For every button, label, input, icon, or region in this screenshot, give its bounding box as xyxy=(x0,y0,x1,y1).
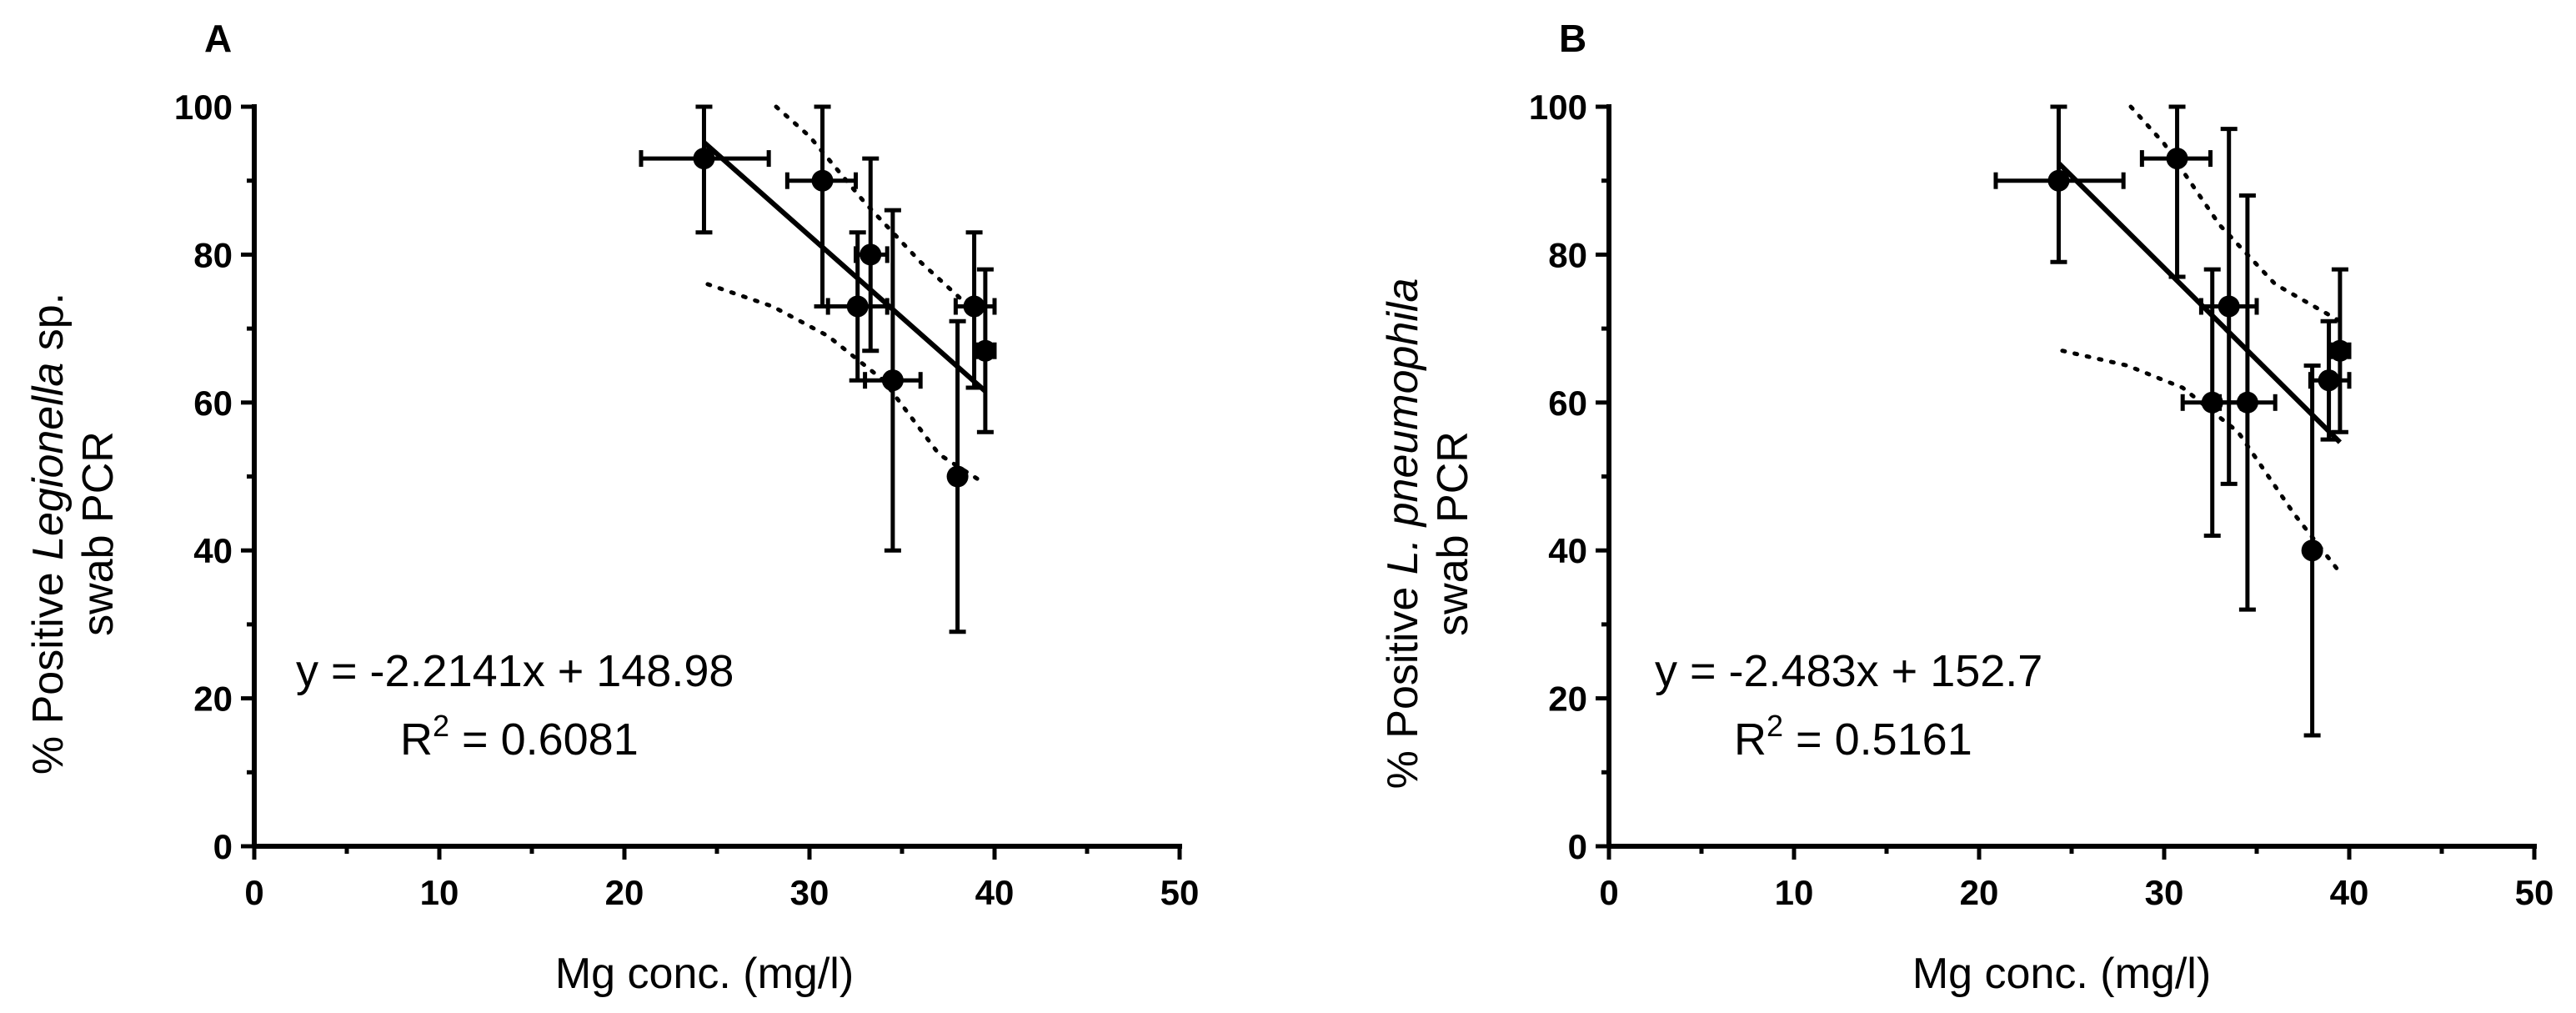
x-axis-title: Mg conc. (mg/l) xyxy=(1912,950,2211,998)
data-point-group xyxy=(2139,104,2213,279)
data-point-group xyxy=(639,104,771,235)
data-point-group xyxy=(854,156,890,354)
regression-equation: y = -2.483x + 152.7 xyxy=(1655,646,2042,696)
data-point xyxy=(946,465,969,488)
y-axis-title-line1: % Positive L. pneumophila xyxy=(1379,278,1427,790)
x-tick-label: 30 xyxy=(2145,873,2184,912)
y-tick-label: 20 xyxy=(1548,680,1587,719)
data-point xyxy=(860,243,882,266)
data-point xyxy=(881,369,904,392)
data-point-group xyxy=(946,318,969,634)
data-point xyxy=(2047,169,2070,192)
data-point-group xyxy=(863,208,923,553)
x-tick-label: 40 xyxy=(2330,873,2369,912)
confidence-band-upper xyxy=(2128,104,2343,323)
y-tick-label: 0 xyxy=(1568,827,1587,866)
y-axis-title: % Positive L. pneumophila swab PCR xyxy=(1379,278,1477,790)
x-axis-title: Mg conc. (mg/l) xyxy=(555,950,854,998)
y-axis-title-line2: swab PCR xyxy=(1429,431,1477,636)
confidence-band-lower xyxy=(705,282,988,486)
data-point xyxy=(2318,369,2340,392)
y-tick-label: 0 xyxy=(213,827,233,866)
y-axis-title-line1: % Positive Legionella sp. xyxy=(24,293,73,775)
data-point-group xyxy=(2328,267,2352,434)
data-point xyxy=(811,169,834,192)
confidence-band-upper xyxy=(774,104,988,323)
confidence-band-lower xyxy=(2060,349,2343,575)
x-tick-label: 0 xyxy=(1599,873,1618,912)
regression-line xyxy=(702,140,987,394)
data-point-group xyxy=(2301,363,2323,738)
chart-panel-b: B Mg conc. (mg/l) % Positive L. pneumoph… xyxy=(1379,17,2553,998)
data-point xyxy=(974,339,996,362)
r-squared: R2 = 0.6081 xyxy=(400,709,639,765)
data-point-group xyxy=(1993,104,2126,264)
data-point xyxy=(2218,295,2240,318)
y-tick-label: 40 xyxy=(193,531,233,570)
data-point xyxy=(2328,339,2351,362)
panel-letter: A xyxy=(204,17,232,60)
data-point xyxy=(2236,391,2258,414)
data-point xyxy=(846,295,869,318)
y-tick-label: 80 xyxy=(1548,235,1587,274)
x-tick-label: 50 xyxy=(2515,873,2554,912)
y-tick-label: 40 xyxy=(1548,531,1587,570)
data-point xyxy=(2301,539,2323,562)
x-tick-label: 20 xyxy=(1960,873,1999,912)
data-point-group xyxy=(953,230,997,390)
data-point xyxy=(963,295,985,318)
x-tick-label: 40 xyxy=(975,873,1015,912)
y-tick-label: 20 xyxy=(193,680,233,719)
x-tick-label: 0 xyxy=(244,873,263,912)
y-tick-label: 80 xyxy=(193,235,233,274)
data-point xyxy=(2166,148,2188,170)
data-point-group xyxy=(2218,193,2278,612)
y-tick-label: 100 xyxy=(174,88,233,127)
y-axis-title: % Positive Legionella sp. swab PCR xyxy=(24,293,123,775)
data-point-group xyxy=(784,104,858,308)
x-tick-label: 50 xyxy=(1160,873,1200,912)
y-tick-label: 60 xyxy=(193,384,233,423)
x-tick-label: 30 xyxy=(790,873,829,912)
y-axis-title-line2: swab PCR xyxy=(74,431,123,636)
data-point-group xyxy=(974,267,997,434)
x-tick-label: 20 xyxy=(605,873,644,912)
panel-letter: B xyxy=(1559,17,1586,60)
y-tick-label: 60 xyxy=(1548,384,1587,423)
data-point xyxy=(693,148,715,170)
regression-equation: y = -2.2141x + 148.98 xyxy=(296,646,734,696)
chart-panel-a: A Mg conc. (mg/l) % Positive Legionella … xyxy=(24,17,1199,998)
y-tick-label: 100 xyxy=(1529,88,1587,127)
r-squared: R2 = 0.5161 xyxy=(1734,709,1972,765)
x-tick-label: 10 xyxy=(420,873,459,912)
x-tick-label: 10 xyxy=(1775,873,1814,912)
